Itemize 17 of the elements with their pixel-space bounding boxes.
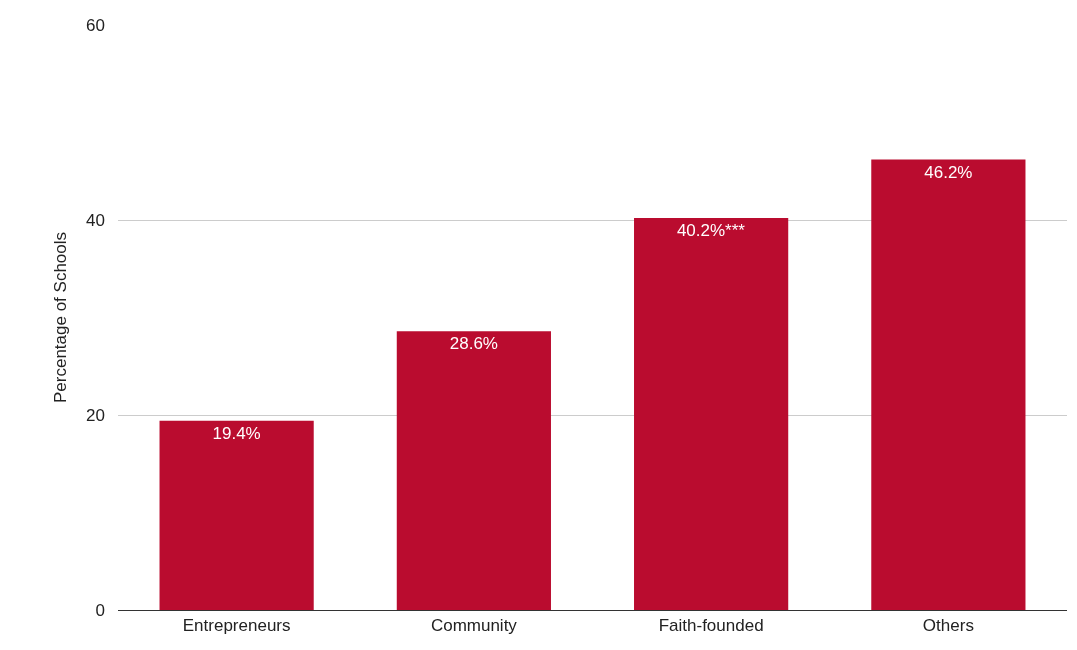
bar [634,218,789,610]
y-tick-label: 0 [95,600,105,620]
y-tick-label: 40 [86,210,105,230]
data-label: 19.4% [212,423,261,443]
data-label: 28.6% [449,334,498,354]
x-tick-label: Faith-founded [658,616,764,636]
x-tick-label: Others [922,616,974,636]
bar [159,420,314,610]
x-tick-label: Community [430,616,518,636]
x-tick-label: Entrepreneurs [182,616,291,636]
bar [871,159,1026,610]
bar [396,331,551,610]
y-tick-label: 20 [86,405,105,425]
data-label: 46.2% [924,162,973,182]
data-label: 40.2%*** [676,221,746,241]
y-axis-title: Percentage of Schools [50,231,70,404]
y-tick-label: 60 [86,15,105,35]
